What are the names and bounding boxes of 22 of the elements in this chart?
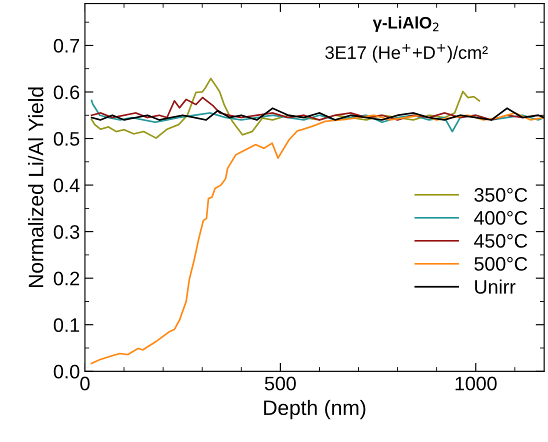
line-series: [90, 112, 544, 364]
x-tick-label: 1000: [456, 376, 497, 390]
y-tick-label: 0.4: [54, 178, 80, 192]
legend-label: 500°C: [474, 257, 528, 271]
x-tick-label: 500: [264, 376, 296, 390]
y-tick-label: 0.6: [54, 85, 80, 100]
x-axis-title: Depth (nm): [264, 400, 366, 420]
x-tick-label: 0: [80, 376, 90, 390]
y-tick-label: 0.1: [54, 318, 80, 332]
y-axis-title: Normalized Li/Al Yield: [28, 87, 44, 288]
text: γ-LiAlO$_{2}$: [372, 16, 438, 32]
y-tick-label: 0.5: [54, 132, 80, 146]
legend-label: 450°C: [474, 234, 528, 248]
y-tick-label: 0.7: [54, 38, 80, 53]
line-series: [90, 78, 480, 139]
legend-label: 400°C: [474, 211, 528, 225]
y-tick-label: 0.2: [54, 272, 80, 286]
legend-label: 350°C: [474, 188, 528, 202]
y-tick-label: 0.0: [54, 364, 80, 379]
text: 3E17 (He$^{+}$+D$^{+}$)/cm²: [325, 44, 488, 63]
y-tick-label: 0.3: [54, 225, 80, 239]
legend-label: Unirr: [475, 279, 516, 294]
